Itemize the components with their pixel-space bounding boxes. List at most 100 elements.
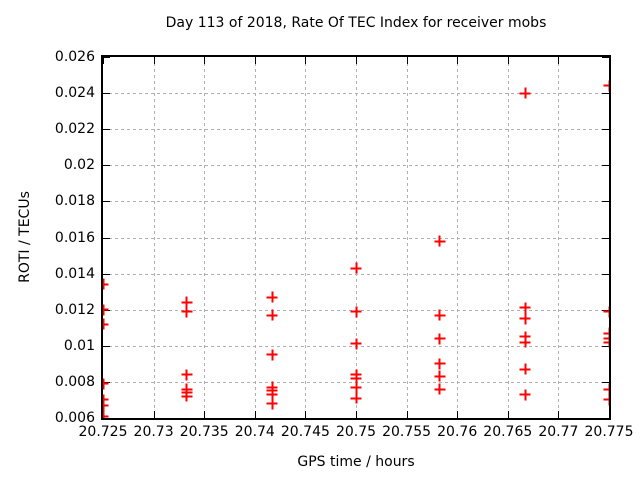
x-tick-mark [609, 57, 610, 64]
x-tick-label: 20.725 [78, 424, 128, 440]
data-point-marker [266, 291, 278, 303]
data-point-marker [603, 306, 609, 317]
x-tick-mark [356, 57, 357, 64]
x-tick-label: 20.755 [382, 424, 432, 440]
y-tick-label: 0.012 [54, 301, 95, 318]
data-point-marker [266, 398, 278, 410]
x-tick-label: 20.745 [280, 424, 330, 440]
x-tick-label: 20.765 [483, 424, 533, 440]
x-tick-mark [254, 411, 256, 418]
x-tick-mark [406, 57, 408, 64]
x-tick-mark [558, 57, 560, 64]
x-tick-label: 20.77 [538, 424, 579, 440]
y-tick-mark [602, 201, 609, 203]
y-tick-label: 0.018 [54, 193, 95, 210]
y-tick-mark [103, 381, 110, 383]
data-point-marker [181, 390, 193, 402]
y-tick-mark [602, 165, 609, 167]
y-tick-label: 0.016 [54, 229, 95, 246]
data-point-marker [103, 304, 109, 316]
y-tick-mark [602, 273, 609, 275]
data-point-marker [603, 336, 609, 348]
y-tick-mark [103, 201, 110, 203]
chart-title: Day 113 of 2018, Rate Of TEC Index for r… [165, 15, 547, 31]
data-point-marker [350, 338, 362, 350]
data-point-marker [603, 80, 609, 92]
data-point-marker [434, 235, 446, 247]
plot-area [101, 55, 611, 420]
y-tick-mark [602, 129, 609, 131]
y-tick-mark [103, 273, 110, 275]
x-tick-mark [356, 411, 357, 418]
y-tick-label: 0.014 [54, 265, 95, 282]
y-tick-label: 0.024 [54, 85, 95, 102]
y-tick-mark [103, 129, 110, 131]
x-tick-mark [609, 411, 610, 418]
x-tick-mark [457, 57, 459, 64]
x-axis-label: GPS time / hours [297, 454, 415, 470]
y-tick-label: 0.022 [54, 121, 95, 138]
x-tick-mark [153, 411, 155, 418]
x-tick-mark [153, 57, 155, 64]
data-point-marker [519, 87, 531, 99]
y-tick-label: 0.026 [54, 49, 95, 65]
data-point-marker [434, 370, 446, 382]
data-point-marker [181, 369, 193, 381]
y-gridline [103, 93, 609, 95]
y-tick-mark [103, 93, 110, 95]
x-tick-mark [507, 57, 509, 64]
x-tick-mark [305, 411, 307, 418]
y-tick-mark [602, 381, 609, 383]
x-tick-label: 20.735 [179, 424, 229, 440]
y-tick-label: 0.02 [63, 157, 95, 174]
y-tick-label: 0.008 [54, 373, 95, 390]
data-point-marker [103, 410, 109, 418]
data-point-marker [519, 389, 531, 401]
data-point-marker [350, 262, 362, 274]
y-tick-mark [103, 345, 110, 347]
data-point-marker [103, 318, 109, 330]
data-point-marker [103, 278, 109, 290]
y-tick-label: 0.01 [63, 337, 95, 354]
data-point-marker [350, 306, 362, 317]
data-point-marker [103, 399, 109, 411]
y-gridline [103, 273, 609, 275]
x-tick-mark [507, 411, 509, 418]
y-tick-mark [602, 237, 609, 239]
data-point-marker [434, 383, 446, 395]
y-gridline [103, 129, 609, 131]
data-point-marker [181, 306, 193, 317]
data-point-marker [266, 389, 278, 401]
data-point-marker [434, 309, 446, 321]
x-tick-label: 20.73 [133, 424, 174, 440]
y-gridline [103, 165, 609, 167]
x-tick-mark [406, 411, 408, 418]
x-tick-mark [254, 57, 256, 64]
data-point-marker [603, 383, 609, 395]
data-point-marker [350, 381, 362, 393]
data-point-marker [181, 296, 193, 308]
data-point-marker [350, 372, 362, 384]
x-tick-mark [103, 57, 104, 64]
y-tick-mark [103, 57, 110, 58]
x-tick-label: 20.74 [234, 424, 275, 440]
y-tick-mark [103, 418, 110, 419]
data-point-marker [519, 363, 531, 375]
data-point-marker [266, 309, 278, 321]
y-tick-mark [602, 345, 609, 347]
x-tick-label: 20.775 [584, 424, 634, 440]
x-tick-mark [204, 411, 206, 418]
y-tick-mark [602, 309, 609, 311]
data-point-marker [266, 349, 278, 361]
y-tick-mark [103, 165, 110, 167]
x-tick-mark [305, 57, 307, 64]
x-tick-mark [558, 411, 560, 418]
data-point-marker [519, 302, 531, 314]
x-tick-label: 20.76 [437, 424, 478, 440]
data-point-marker [103, 378, 109, 390]
x-tick-label: 20.75 [335, 424, 377, 440]
y-tick-label: 0.006 [54, 410, 95, 426]
y-tick-mark [103, 237, 110, 239]
data-point-marker [434, 358, 446, 370]
